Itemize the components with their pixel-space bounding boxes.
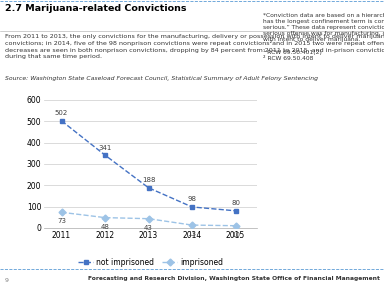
Text: 2.7 Marijuana-related Convictions: 2.7 Marijuana-related Convictions [5, 4, 186, 14]
Text: 48: 48 [101, 224, 109, 230]
Text: 9: 9 [5, 278, 8, 283]
Legend: not imprisoned, imprisoned: not imprisoned, imprisoned [75, 255, 227, 270]
Text: 73: 73 [57, 218, 66, 224]
Text: From 2011 to 2013, the only convictions for the manufacturing, delivery or posse: From 2011 to 2013, the only convictions … [5, 33, 384, 59]
Text: Forecasting and Research Division, Washington State Office of Financial Manageme: Forecasting and Research Division, Washi… [88, 276, 380, 281]
Text: 80: 80 [231, 200, 240, 206]
Text: 188: 188 [142, 177, 155, 183]
Text: Source: Washington State Caseload Forecast Council, Statistical Summary of Adult: Source: Washington State Caseload Foreca… [5, 76, 318, 81]
Text: 341: 341 [98, 145, 112, 151]
Text: 502: 502 [55, 110, 68, 116]
Text: 10: 10 [231, 232, 240, 238]
Text: 43: 43 [144, 225, 153, 231]
Text: 13: 13 [187, 231, 197, 237]
Text: 98: 98 [187, 196, 197, 202]
Text: *Conviction data are based on a hierarchy where the offense that
has the longest: *Conviction data are based on a hierarch… [263, 13, 384, 61]
